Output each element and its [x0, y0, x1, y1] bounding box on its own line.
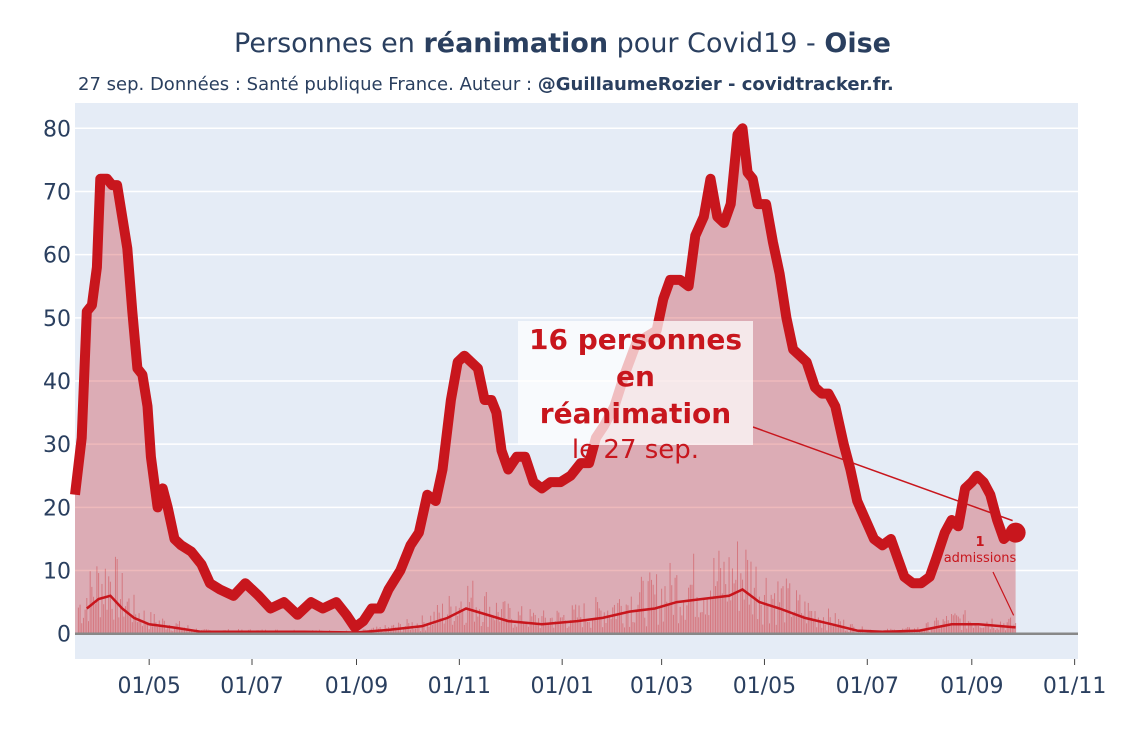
- y-tick-label: 60: [43, 244, 71, 269]
- chart-subtitle: 27 sep. Données : Santé publique France.…: [78, 74, 894, 95]
- x-tick-label: 01/07: [836, 674, 899, 699]
- x-tick-label: 01/03: [630, 674, 693, 699]
- annotation-arrow: [752, 426, 1013, 522]
- annotation-count: 16 personnes: [529, 323, 742, 356]
- y-tick-label: 70: [43, 180, 71, 205]
- annotation-date: le 27 sep.: [571, 435, 700, 465]
- admissions-line: [86, 588, 1016, 634]
- reanimation-line: [70, 123, 1016, 633]
- y-tick-label: 50: [43, 307, 71, 332]
- x-tick-label: 01/11: [428, 674, 491, 699]
- x-tick-label: 01/07: [220, 674, 283, 699]
- title-mid: pour Covid19 -: [608, 28, 825, 59]
- chart-title: Personnes en réanimation pour Covid19 - …: [0, 28, 1125, 59]
- y-tick-label: 0: [57, 623, 71, 648]
- x-tick-label: 01/05: [117, 674, 180, 699]
- last-point-marker: [1005, 522, 1026, 543]
- x-tick-label: 01/11: [1043, 674, 1106, 699]
- y-tick-label: 40: [43, 370, 71, 395]
- y-tick-label: 10: [43, 560, 71, 585]
- admissions-annotation: 1 admissions: [930, 535, 1030, 567]
- title-pre: Personnes en: [234, 28, 424, 59]
- y-axis-ticks: 0 10 20 30 40 50 60 70 80: [43, 117, 71, 647]
- y-tick-label: 30: [43, 433, 71, 458]
- x-tick-label: 01/05: [733, 674, 796, 699]
- annotation-box: 16 personnes en réanimation le 27 sep.: [518, 321, 753, 465]
- annotation-label: en réanimation: [539, 360, 732, 430]
- y-tick-label: 20: [43, 496, 71, 521]
- admissions-label: admissions: [943, 551, 1017, 566]
- admissions-value: 1: [975, 535, 985, 550]
- subtitle-pre: 27 sep. Données : Santé publique France.…: [78, 74, 538, 95]
- x-tick-label: 01/09: [940, 674, 1003, 699]
- x-axis-ticks: 01/05 01/07 01/09 01/11 01/01 01/03 01/05 01/07…: [117, 659, 1106, 699]
- x-tick-label: 01/01: [530, 674, 593, 699]
- subtitle-author: @GuillaumeRozier - covidtracker.fr.: [537, 74, 894, 95]
- y-tick-label: 80: [43, 117, 71, 142]
- x-tick-label: 01/09: [325, 674, 388, 699]
- reanimation-area: [75, 128, 1016, 634]
- title-bold-reanimation: réanimation: [423, 28, 609, 59]
- title-bold-department: Oise: [824, 28, 891, 59]
- admissions-arrow: [992, 571, 1015, 616]
